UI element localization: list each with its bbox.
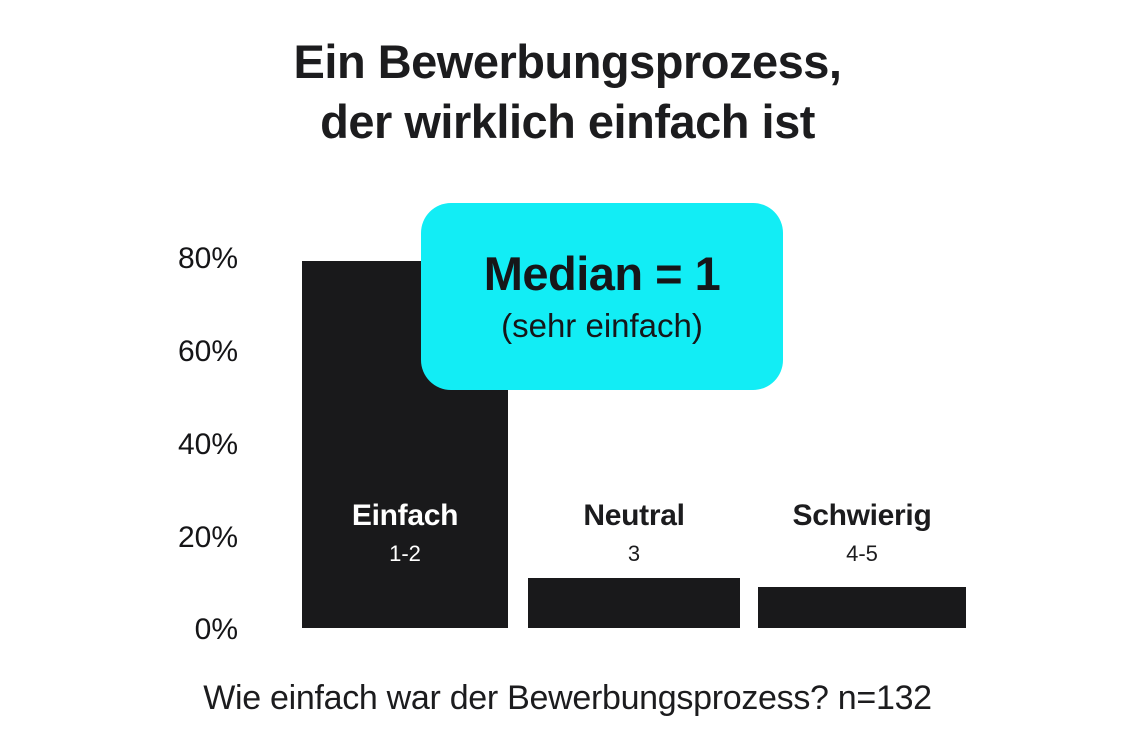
chart-title-line1: Ein Bewerbungsprozess, <box>293 35 842 88</box>
bar-neutral <box>528 578 740 628</box>
median-description: (sehr einfach) <box>501 307 703 344</box>
category-sublabel: 3 <box>627 541 641 566</box>
y-tick-40: 40% <box>177 428 238 461</box>
y-tick-60: 60% <box>177 335 238 368</box>
category-label: Neutral <box>583 499 685 532</box>
chart-title: Ein Bewerbungsprozess, der wirklich einf… <box>0 32 1135 152</box>
chart-title-line2: der wirklich einfach ist <box>320 95 815 148</box>
y-tick-20: 20% <box>177 521 238 554</box>
y-tick-0: 0% <box>194 613 238 646</box>
bar-schwierig <box>758 587 966 628</box>
survey-question: Wie einfach war der Bewerbungsprozess? n… <box>203 679 932 717</box>
bar-label-einfach: Einfach 1-2 <box>302 497 508 568</box>
median-value: Median = 1 <box>483 247 721 300</box>
category-sublabel: 4-5 <box>846 541 878 566</box>
median-callout: Median = 1 (sehr einfach) <box>421 203 783 390</box>
bar-label-neutral: Neutral 3 <box>528 497 740 568</box>
category-label: Schwierig <box>792 499 932 532</box>
bar-label-schwierig: Schwierig 4-5 <box>758 497 966 568</box>
category-label: Einfach <box>351 499 459 532</box>
y-tick-80: 80% <box>177 242 238 275</box>
category-sublabel: 1-2 <box>389 541 421 566</box>
